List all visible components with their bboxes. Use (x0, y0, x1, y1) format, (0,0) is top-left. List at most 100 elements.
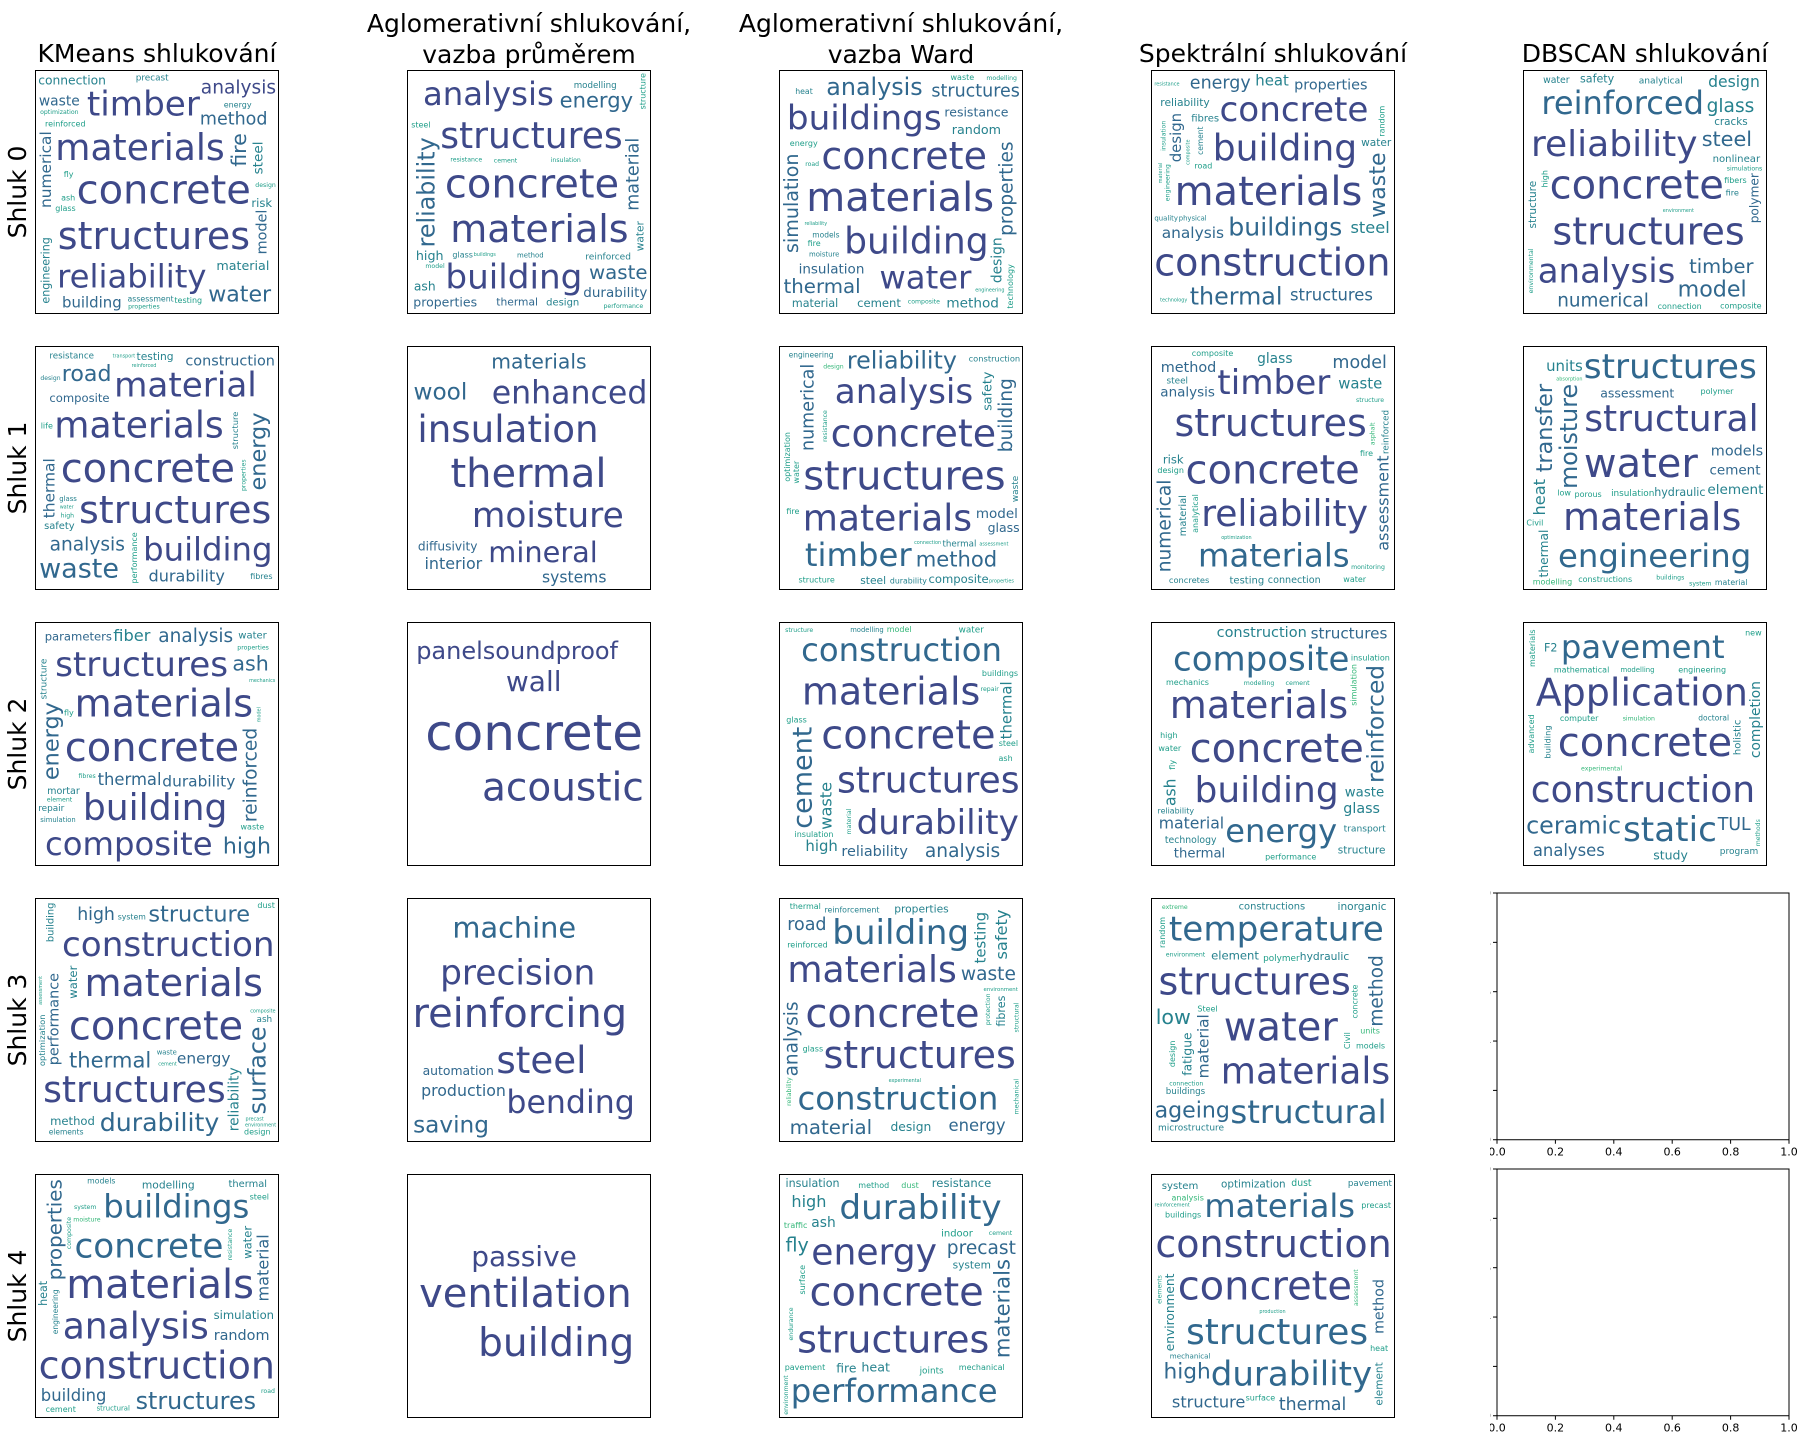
cloud-word: mechanical (959, 1363, 1005, 1372)
cloud-word: environment (245, 1122, 276, 1128)
cloud-word: composite (1185, 140, 1191, 165)
row-label-0: Shluk 0 (3, 145, 32, 239)
cloud-word: ash (257, 1015, 273, 1025)
cloud-word: properties (43, 1179, 66, 1280)
cloud-word: physical (1179, 215, 1207, 223)
cloud-word: simulation (781, 153, 803, 253)
cloud-word: Application (1536, 671, 1748, 715)
cloud-word: optimization (1221, 535, 1251, 541)
cloud-word: steel (860, 574, 886, 587)
y-tick-label: 1.0 (1490, 1163, 1491, 1176)
cloud-word: insulation (417, 407, 598, 451)
cloud-word: building (478, 1321, 634, 1366)
cloud-word: production (421, 1081, 506, 1100)
cloud-word: models (1356, 1042, 1385, 1051)
cloud-word: random (1158, 917, 1167, 948)
cloud-word: systems (542, 569, 607, 587)
cloud-word: units (1360, 1026, 1380, 1035)
cloud-word: materials (85, 961, 263, 1005)
cloud-word: reinforced (1363, 665, 1390, 783)
cloud-word: steel (250, 141, 266, 174)
cloud-word: fly (64, 708, 74, 717)
cloud-word: precast (136, 74, 169, 84)
cloud-word: concrete (831, 412, 997, 456)
cloud-word: construction (969, 354, 1021, 364)
cloud-word: building (41, 1386, 107, 1405)
cloud-word: analysis (63, 1306, 209, 1348)
y-tick-label: 0.4 (1490, 1035, 1491, 1048)
cloud-word: water (634, 220, 646, 251)
cloud-word: steel (496, 1038, 586, 1082)
cloud-word: design (1708, 73, 1760, 91)
cloud-word: method (517, 251, 544, 259)
cloud-word: fire (227, 133, 251, 167)
cloud-word: model (255, 210, 271, 255)
cloud-word: materials (66, 1262, 254, 1308)
cloud-word: simulation (1623, 715, 1655, 722)
cloud-word: concrete (425, 704, 643, 762)
cloud-word: structure (40, 658, 50, 699)
cloud-word: reliability (227, 1067, 243, 1131)
cloud-word: building (143, 531, 272, 569)
cloud-word: models (87, 1177, 115, 1186)
cloud-word: analyses (1533, 841, 1605, 860)
cloud-word: waste (1365, 152, 1391, 217)
cloud-word: saving (413, 1112, 489, 1139)
cloud-word: polymer (1263, 954, 1300, 964)
wordcloud-panel-r4-c0: materials construction analysis concrete bui… (35, 1174, 279, 1418)
cloud-word: resistance (1154, 81, 1179, 87)
cloud-word: water (240, 1226, 254, 1259)
cloud-word: analysis (1162, 224, 1224, 242)
cloud-word: design (546, 298, 579, 309)
cloud-word: road (1194, 162, 1212, 171)
cloud-word: modelling (1533, 577, 1573, 586)
cloud-word: structural (1230, 1093, 1386, 1131)
cloud-word: performance (791, 1372, 998, 1410)
column-title-3: Spektrální shlukování (1138, 39, 1408, 68)
cloud-word: computer (1560, 714, 1599, 723)
y-tick-label: 0.6 (1490, 1262, 1491, 1275)
cloud-word: durability (1211, 1355, 1372, 1395)
cloud-word: endurance (788, 1307, 795, 1340)
cloud-word: heat (861, 1360, 890, 1375)
x-tick-label: 0.0 (1490, 1422, 1506, 1435)
cloud-word: enhanced (492, 375, 648, 411)
cloud-word: high (416, 248, 444, 263)
cloud-word: technology (1160, 297, 1187, 303)
cloud-word: fibers (1724, 176, 1747, 185)
cloud-word: random (214, 1328, 270, 1344)
cloud-word: materials (1175, 169, 1363, 215)
cloud-word: numerical (37, 131, 55, 208)
wordcloud-panel-r2-c1: concrete acoustic wall panelsoundproof (407, 622, 651, 866)
cloud-word: thermal (784, 275, 861, 298)
cloud-word: construction (185, 353, 275, 369)
cloud-word: study (1653, 847, 1688, 862)
cloud-word: structure (1527, 181, 1539, 229)
wordcloud-panel-r3-c2: concrete structures materials building const… (779, 898, 1023, 1142)
cloud-word: materials (1170, 683, 1348, 727)
cloud-word: structure (638, 73, 647, 109)
cloud-word: mechanical (1014, 1079, 1021, 1115)
cloud-word: material (1195, 1014, 1213, 1078)
cloud-word: design (255, 182, 276, 189)
wordcloud-panel-r4-c2: concrete structures energy durability perfor… (779, 1174, 1023, 1418)
cloud-word: models (1711, 443, 1763, 459)
cloud-word: thermal (790, 902, 821, 911)
cloud-word: analysis (201, 78, 276, 99)
cloud-word: testing (1230, 576, 1265, 587)
cloud-word: element (1374, 1362, 1386, 1405)
cloud-word: concrete (65, 725, 239, 771)
cloud-word: insulation (1611, 489, 1654, 499)
cloud-word: risk (1163, 452, 1184, 466)
cloud-word: cement (857, 296, 901, 310)
cloud-word: assessment (979, 542, 1008, 548)
cloud-word: heat (1255, 72, 1289, 90)
cloud-word: elements (1157, 1275, 1164, 1304)
cloud-word: precast (246, 1116, 264, 1122)
